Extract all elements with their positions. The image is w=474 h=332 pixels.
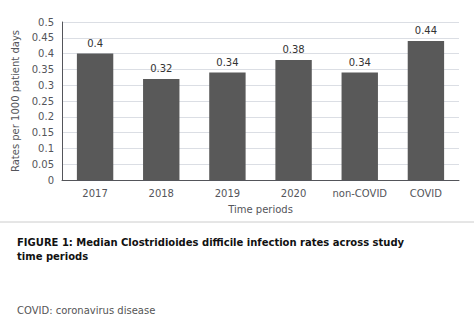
svg-text:0.38: 0.38: [282, 44, 304, 55]
svg-text:non-COVID: non-COVID: [332, 188, 387, 199]
svg-text:Time periods: Time periods: [227, 204, 293, 215]
svg-text:0.44: 0.44: [415, 25, 437, 36]
svg-text:0.34: 0.34: [216, 57, 238, 68]
svg-text:0.25: 0.25: [32, 96, 54, 107]
svg-text:FIGURE 1: Median Clostridioide: FIGURE 1: Median Clostridioides difficil…: [17, 237, 405, 248]
svg-text:0: 0: [48, 175, 54, 186]
svg-text:2019: 2019: [215, 188, 240, 199]
svg-text:2018: 2018: [149, 188, 174, 199]
svg-text:0.34: 0.34: [349, 57, 371, 68]
svg-text:0.15: 0.15: [32, 127, 54, 138]
svg-text:time periods: time periods: [17, 251, 88, 262]
svg-text:0.1: 0.1: [38, 143, 54, 154]
svg-text:0.32: 0.32: [150, 63, 172, 74]
svg-text:COVID: COVID: [410, 188, 442, 199]
svg-text:2020: 2020: [281, 188, 306, 199]
svg-text:0.5: 0.5: [38, 17, 54, 28]
svg-text:0.35: 0.35: [32, 64, 54, 75]
svg-text:0.4: 0.4: [87, 38, 103, 49]
svg-text:0.3: 0.3: [38, 80, 54, 91]
svg-text:Rates per 1000 patient days: Rates per 1000 patient days: [10, 30, 21, 172]
svg-text:0.4: 0.4: [38, 48, 54, 59]
svg-text:0.2: 0.2: [38, 111, 54, 122]
svg-text:0.45: 0.45: [32, 32, 54, 43]
svg-text:COVID: coronavirus disease: COVID: coronavirus disease: [17, 305, 155, 316]
svg-text:2017: 2017: [82, 188, 107, 199]
svg-text:0.05: 0.05: [32, 159, 54, 170]
